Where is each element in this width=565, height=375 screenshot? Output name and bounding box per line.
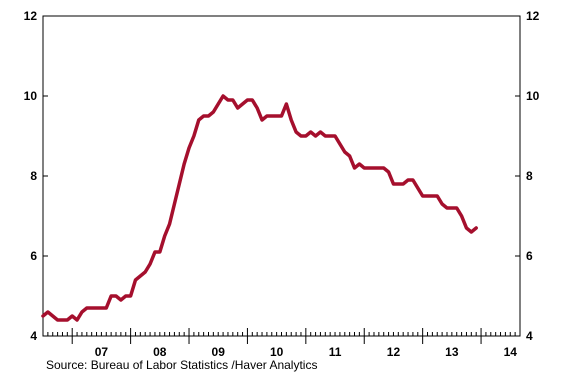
y-tick-label-left: 6 [30,249,37,263]
y-axis-labels-left: 4 6 8 10 12 [24,9,38,343]
y-tick-label-right: 6 [526,249,533,263]
y-tick-label-left: 10 [24,89,38,103]
x-axis-labels: 07 08 09 10 11 12 13 14 [95,345,518,359]
x-tick-label: 09 [212,345,226,359]
plot-frame [42,15,521,337]
series-line [41,94,478,322]
x-tick-label: 07 [95,345,109,359]
y-axis-ticks [43,15,520,337]
y-tick-label-left: 8 [30,169,37,183]
source-note: Source: Bureau of Labor Statistics /Have… [46,358,318,372]
y-tick-label-left: 4 [30,329,37,343]
x-tick-label: 12 [387,345,401,359]
y-tick-label-right: 8 [526,169,533,183]
x-tick-label: 14 [504,345,518,359]
y-tick-label-right: 10 [526,89,540,103]
y-axis-labels-right: 4 6 8 10 12 [526,9,540,343]
series-layer [41,94,478,322]
y-tick-label-left: 12 [24,9,38,23]
y-tick-label-right: 4 [526,329,533,343]
x-axis-ticks [42,328,521,344]
x-tick-label: 11 [329,345,342,359]
x-tick-label: 13 [445,345,459,359]
x-tick-label: 08 [153,345,167,359]
x-tick-label: 10 [270,345,284,359]
y-tick-label-right: 12 [526,9,540,23]
